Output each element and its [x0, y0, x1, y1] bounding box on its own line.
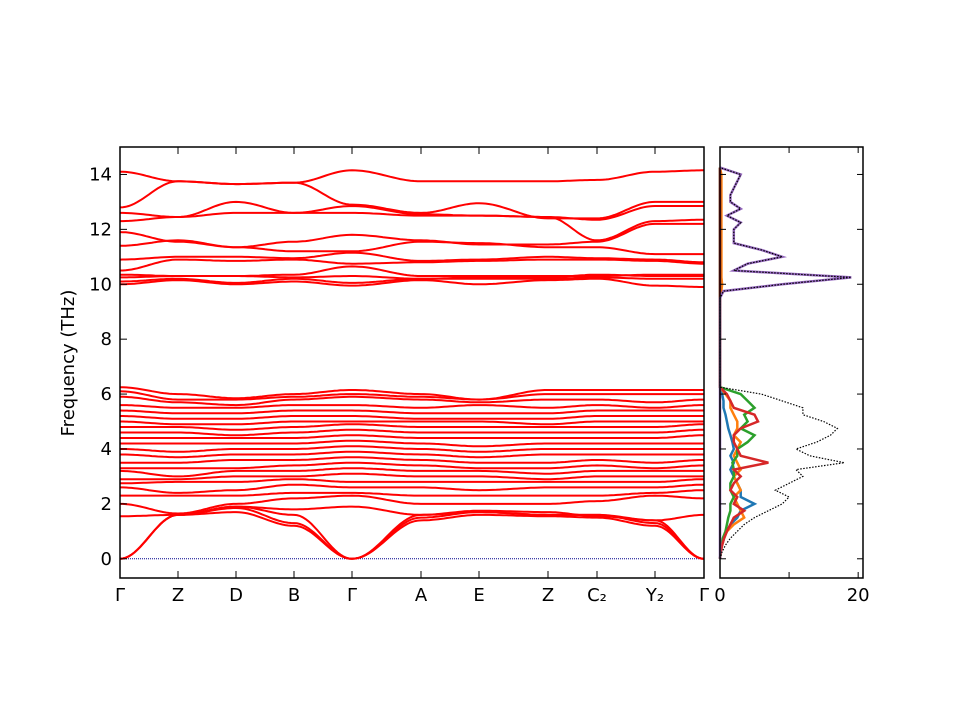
dos-x-tick-label: 0 — [714, 585, 725, 606]
dos-series-5 — [719, 167, 852, 559]
y-tick-label: 8 — [101, 329, 112, 350]
band-axes-frame — [119, 146, 705, 579]
kpoint-label: Z — [172, 585, 184, 606]
y-tick-label: 6 — [101, 384, 112, 405]
band-line-33 — [120, 211, 705, 242]
y-tick-label: 10 — [89, 274, 112, 295]
band-line-22 — [120, 395, 704, 407]
dos-panel: 0 20 — [714, 146, 870, 606]
band-line-29 — [120, 258, 704, 272]
band-line-4 — [120, 494, 704, 515]
band-line-5 — [120, 489, 704, 497]
band-line-16 — [120, 428, 704, 437]
kpoint-label: C₂ — [587, 585, 607, 606]
y-axis-label: Frequency (THz) — [58, 290, 79, 437]
kpoint-label: E — [473, 585, 484, 606]
dos-x-tick-label: 20 — [847, 585, 870, 606]
band-line-21 — [120, 404, 704, 409]
kpoint-label: Γ — [115, 585, 125, 606]
kpoint-label: Γ — [347, 585, 357, 606]
band-line-0 — [119, 511, 705, 560]
band-line-13 — [120, 445, 704, 453]
kpoint-label: Y₂ — [645, 585, 664, 606]
band-line-25 — [119, 277, 704, 288]
band-line-17 — [120, 423, 704, 431]
band-line-23 — [119, 390, 704, 401]
y-tick-label: 0 — [101, 549, 112, 570]
band-line-30 — [119, 251, 704, 264]
band-line-28 — [120, 265, 704, 277]
kpoint-label: B — [288, 585, 300, 606]
band-line-7 — [120, 478, 704, 485]
y-tick-label: 2 — [101, 494, 112, 515]
kpoint-label: A — [415, 585, 428, 606]
kpoint-label: Γ — [699, 585, 709, 606]
band-line-9 — [119, 467, 704, 478]
band-line-8 — [120, 472, 704, 481]
y-tick-label: 14 — [89, 164, 112, 185]
band-line-32 — [119, 222, 704, 249]
band-structure-panel: 0 2 4 6 8 10 12 14 Γ Z D B Γ A E Z C₂ Y₂ Γ — [89, 146, 709, 606]
band-line-3 — [120, 505, 704, 522]
band-line-20 — [119, 409, 704, 415]
kpoint-label: Z — [542, 585, 554, 606]
y-tick-label: 4 — [101, 439, 112, 460]
band-line-18 — [120, 420, 704, 426]
band-line-10 — [120, 461, 705, 470]
band-line-6 — [120, 483, 704, 494]
dos-axes-frame — [719, 146, 864, 579]
y-tick-label: 12 — [89, 219, 112, 240]
band-line-34 — [120, 200, 704, 221]
band-line-11 — [120, 456, 704, 464]
band-line-24 — [120, 386, 704, 401]
band-line-12 — [120, 450, 704, 459]
band-line-14 — [120, 439, 704, 448]
band-line-36 — [119, 169, 704, 186]
band-line-19 — [120, 415, 704, 420]
kpoint-label: D — [229, 585, 243, 606]
band-line-15 — [120, 434, 705, 439]
